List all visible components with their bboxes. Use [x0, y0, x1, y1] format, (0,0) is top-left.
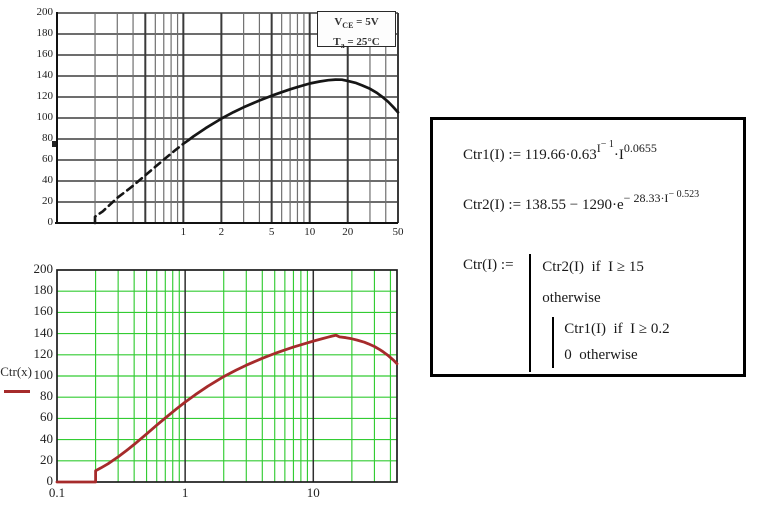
mathcad-ctr-plot [0, 252, 430, 509]
datasheet-ctr-chart: 0 20 40 60 80 100 120 140 160 180 200 1 2 5 10 20 50 VC… [0, 0, 430, 250]
x-tick-label: 1 [181, 485, 189, 500]
y-tick-label: 180 [33, 282, 54, 298]
x-tick-label: 10 [304, 226, 316, 238]
formula-ctr2: Ctr2(I) := 138.55 − 1290·e− 28.33·I− 0.5… [463, 189, 700, 213]
y-tick-label: 60 [40, 409, 53, 425]
y-tick-label: 80 [42, 132, 53, 144]
piecewise-inner-bar: Ctr1(I) if I ≥ 0.2 0 otherwise [552, 317, 670, 368]
x-tick-label: 20 [342, 226, 354, 238]
x-tick-label: 0.1 [48, 485, 66, 500]
y-tick-label: 0 [47, 216, 54, 228]
y-tick-label: 200 [33, 261, 54, 276]
y-tick-label: 120 [36, 90, 54, 102]
trace-legend-line [4, 390, 30, 393]
piecewise-outer-bar: Ctr2(I) if I ≥ 15 otherwise Ctr1(I) if I… [529, 254, 670, 372]
x-tick-label: 50 [392, 226, 404, 238]
y-tick-label: 40 [40, 430, 53, 446]
y-tick-label: 100 [33, 367, 54, 382]
y-tick-label: 160 [33, 303, 54, 319]
y-tick-label: 0 [46, 473, 54, 488]
y-tick-label: 140 [33, 324, 54, 340]
mathcad-ctr-plot-svg [55, 269, 399, 484]
piecewise-branch-2: Ctr1(I) if I ≥ 0.2 [564, 321, 670, 337]
piecewise-branch-1: Ctr2(I) if I ≥ 15 [542, 259, 644, 275]
datasheet-ctr-chart-svg [52, 12, 400, 225]
y-tick-label: 100 [36, 111, 54, 123]
annotation-line-vce: VCE = 5V [334, 16, 379, 31]
y-tick-label: 180 [36, 27, 54, 39]
formula-box: Ctr1(I) := 119.66·0.63I− 1·I0.0655 Ctr2(… [430, 117, 746, 377]
y-tick-label: 80 [40, 388, 53, 404]
test-condition-annotation-box: VCE = 5V Ta = 25°C [317, 11, 396, 50]
y-tick-label: 120 [33, 345, 54, 361]
piecewise-otherwise: otherwise [542, 290, 601, 306]
x-tick-label: 2 [218, 226, 225, 238]
y-tick-label: 40 [42, 174, 53, 186]
y-tick-label: 200 [36, 6, 54, 18]
piecewise-branch-3: 0 otherwise [564, 347, 638, 363]
x-tick-label: 5 [268, 226, 275, 238]
x-tick-label: 1 [180, 226, 187, 238]
y-axis-expression-label: Ctr(x) [0, 364, 32, 379]
annotation-line-ta: Ta = 25°C [333, 36, 380, 51]
y-tick-label: 140 [36, 69, 54, 81]
formula-ctr-piecewise: Ctr(I) := Ctr2(I) if I ≥ 15 otherwise Ct… [463, 254, 743, 372]
y-tick-label: 60 [42, 153, 53, 165]
y-tick-label: 160 [36, 48, 54, 60]
y-tick-label: 20 [42, 195, 53, 207]
x-tick-label: 10 [306, 485, 320, 500]
y-tick-label: 20 [40, 451, 53, 467]
formula-ctr1: Ctr1(I) := 119.66·0.63I− 1·I0.0655 [463, 139, 657, 163]
